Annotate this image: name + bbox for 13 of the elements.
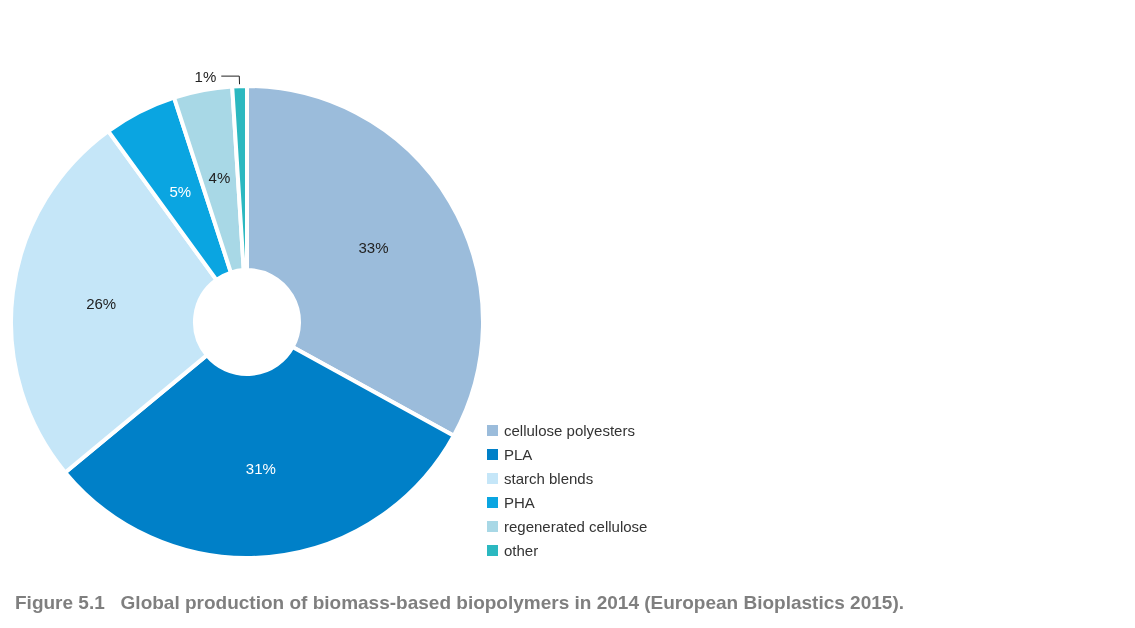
legend-label: PHA: [504, 494, 535, 511]
data-label: 31%: [245, 459, 276, 477]
text: Figure 5.1 Global production of biomass-based biopolymers in 2014 (European Bioplastics 2015).: [15, 592, 904, 613]
data-label: 1%: [194, 67, 217, 85]
data-label: 5%: [169, 182, 192, 200]
data-label: 26%: [86, 295, 117, 313]
legend-label: starch blends: [504, 470, 594, 487]
legend-label: other: [504, 542, 539, 559]
legend-label: cellulose polyesters: [504, 422, 635, 439]
data-label: 4%: [208, 169, 231, 187]
data-label: 33%: [358, 238, 389, 256]
legend-label: regenerated cellulose: [504, 518, 648, 535]
legend-label: PLA: [504, 446, 533, 463]
